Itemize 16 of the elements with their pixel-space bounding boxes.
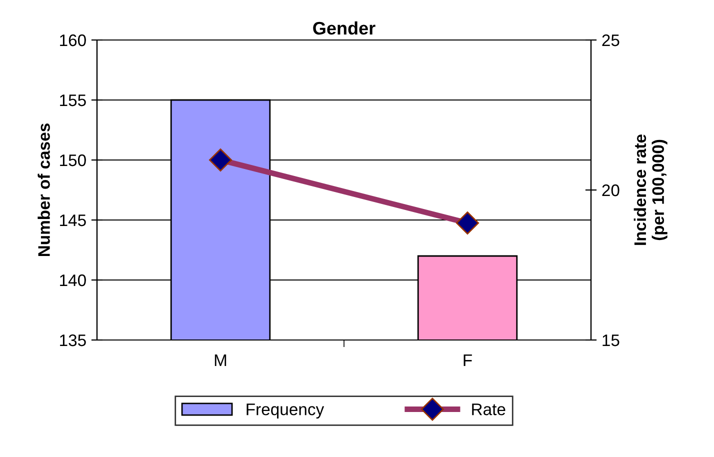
x-tick-label: F bbox=[464, 354, 472, 366]
y2-tick-label: 15 bbox=[602, 334, 620, 346]
x-tick-label: M bbox=[214, 354, 226, 366]
chart-title: Gender bbox=[313, 21, 376, 35]
y-tick-label: 145 bbox=[60, 214, 86, 226]
y2-tick-label: 25 bbox=[602, 34, 620, 46]
y-axis-title: Number of cases bbox=[38, 124, 50, 256]
y-tick-label: 135 bbox=[60, 334, 86, 346]
y-tick-label: 155 bbox=[60, 94, 86, 106]
y-tick-label: 150 bbox=[60, 154, 86, 166]
y-tick-label: 140 bbox=[60, 274, 86, 286]
y2-tick-label: 20 bbox=[602, 184, 620, 196]
y2-axis-title: Incidence rate (per 100,000) bbox=[634, 134, 668, 245]
y-tick-label: 160 bbox=[60, 34, 86, 46]
legend-label: Frequency bbox=[246, 404, 324, 419]
legend-label: Rate bbox=[472, 404, 506, 416]
